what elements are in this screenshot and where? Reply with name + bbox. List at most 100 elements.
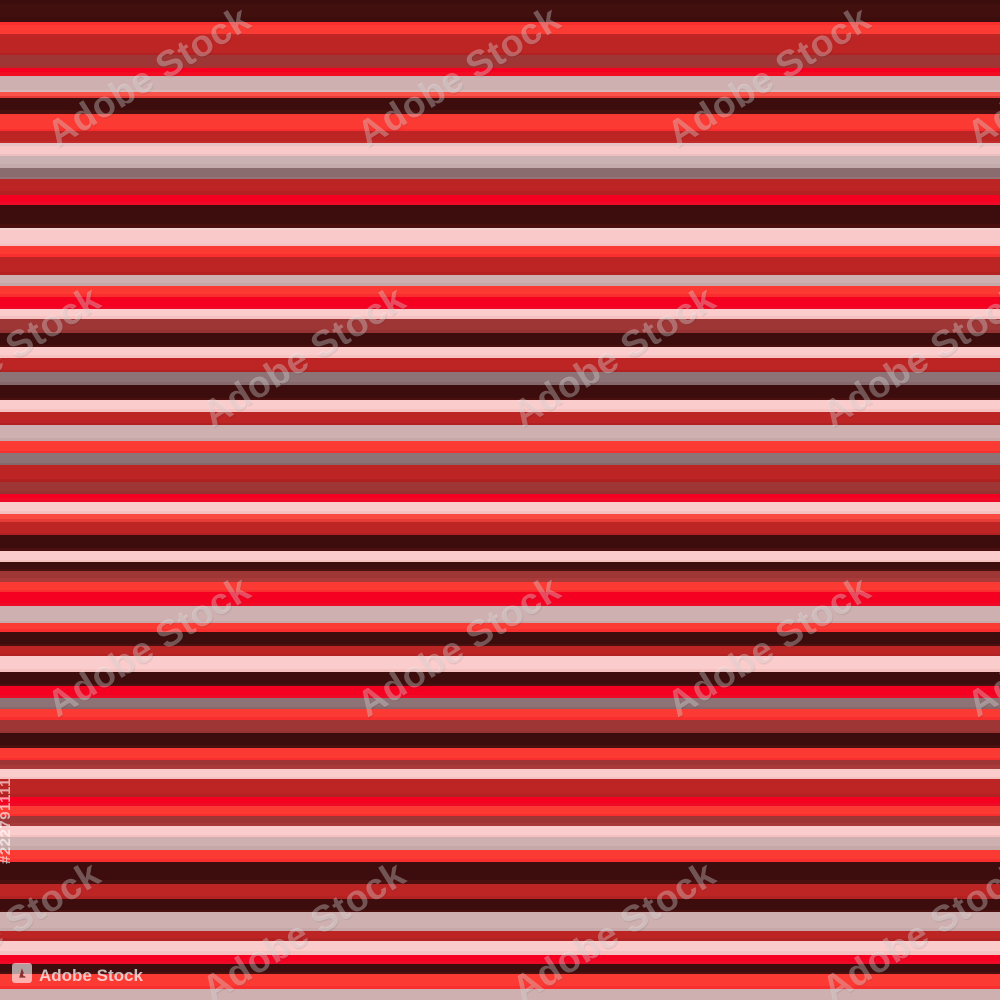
stripe-10 (0, 68, 1000, 74)
stripe-28 (0, 177, 1000, 181)
stripe-131 (0, 822, 1000, 827)
stripe-143 (0, 910, 1000, 914)
stripe-80 (0, 513, 1000, 520)
stripe-83 (0, 532, 1000, 536)
stripe-120 (0, 760, 1000, 766)
stripe-150 (0, 954, 1000, 962)
stripe-58 (0, 371, 1000, 383)
stripe-121 (0, 765, 1000, 770)
stripe-13 (0, 89, 1000, 93)
stripe-122 (0, 768, 1000, 778)
stripe-124 (0, 779, 1000, 795)
stripe-30 (0, 191, 1000, 196)
stripe-14 (0, 91, 1000, 97)
stripe-20 (0, 130, 1000, 142)
stripe-148 (0, 940, 1000, 952)
stripe-94 (0, 592, 1000, 604)
stripe-21 (0, 140, 1000, 144)
stripe-24 (0, 153, 1000, 157)
stripe-129 (0, 814, 1000, 817)
stripe-133 (0, 834, 1000, 838)
stripe-60 (0, 384, 1000, 399)
asset-id-label: #222791111 (0, 778, 14, 864)
stripe-132 (0, 825, 1000, 836)
stripe-92 (0, 581, 1000, 591)
stripe-103 (0, 654, 1000, 657)
stripe-95 (0, 603, 1000, 608)
stripe-11 (0, 72, 1000, 77)
stripe-36 (0, 230, 1000, 245)
stripe-65 (0, 422, 1000, 426)
stripe-43 (0, 283, 1000, 288)
adobe-stock-wordmark: Adobe Stock (39, 965, 143, 985)
stripe-31 (0, 194, 1000, 203)
stripe-40 (0, 257, 1000, 274)
stripe-64 (0, 411, 1000, 424)
stripe-116 (0, 732, 1000, 746)
stripe-117 (0, 744, 1000, 749)
stripe-111 (0, 707, 1000, 710)
stripe-61 (0, 397, 1000, 401)
stripe-4 (0, 24, 1000, 35)
stripe-126 (0, 796, 1000, 804)
adobe-stock-branding: Adobe Stock (12, 963, 143, 988)
stripe-5 (0, 33, 1000, 38)
stripe-77 (0, 498, 1000, 503)
stripe-142 (0, 899, 1000, 911)
stripe-107 (0, 684, 1000, 688)
stripe-15 (0, 96, 1000, 99)
stripe-47 (0, 307, 1000, 310)
stripe-18 (0, 113, 1000, 130)
stripe-53 (0, 344, 1000, 348)
stripe-86 (0, 551, 1000, 561)
stripe-56 (0, 357, 1000, 371)
stripe-109 (0, 695, 1000, 699)
stripe-2 (0, 17, 1000, 23)
stripe-152 (0, 964, 1000, 973)
stripe-98 (0, 622, 1000, 630)
stripe-33 (0, 205, 1000, 225)
stripe-87 (0, 560, 1000, 563)
stripe-119 (0, 757, 1000, 761)
stripe-130 (0, 816, 1000, 824)
stripe-39 (0, 254, 1000, 258)
stripe-19 (0, 128, 1000, 132)
stripe-99 (0, 629, 1000, 634)
stripe-93 (0, 590, 1000, 594)
stripe-17 (0, 110, 1000, 115)
stripe-44 (0, 286, 1000, 295)
stripe-106 (0, 672, 1000, 685)
stripe-149 (0, 951, 1000, 956)
stripe-74 (0, 482, 1000, 492)
stripe-145 (0, 927, 1000, 932)
stripe-144 (0, 912, 1000, 929)
stripe-3 (0, 21, 1000, 26)
stripe-115 (0, 730, 1000, 734)
stripe-82 (0, 522, 1000, 534)
stripe-57 (0, 369, 1000, 373)
stripe-38 (0, 246, 1000, 255)
stripe-42 (0, 274, 1000, 284)
stripe-67 (0, 437, 1000, 442)
stripe-137 (0, 859, 1000, 863)
stripe-85 (0, 548, 1000, 552)
stripe-71 (0, 462, 1000, 466)
stripe-147 (0, 938, 1000, 942)
stripe-110 (0, 698, 1000, 708)
stripe-16 (0, 98, 1000, 111)
stripe-153 (0, 971, 1000, 975)
stripe-27 (0, 167, 1000, 178)
stripe-89 (0, 568, 1000, 572)
stripe-23 (0, 145, 1000, 155)
stripe-123 (0, 777, 1000, 781)
stripe-136 (0, 849, 1000, 861)
stripe-46 (0, 297, 1000, 308)
stripe-52 (0, 332, 1000, 346)
stripe-141 (0, 896, 1000, 901)
stripe-0 (0, 0, 1000, 5)
stripe-35 (0, 228, 1000, 231)
stripe-32 (0, 202, 1000, 206)
stripe-134 (0, 836, 1000, 848)
stripe-41 (0, 272, 1000, 276)
